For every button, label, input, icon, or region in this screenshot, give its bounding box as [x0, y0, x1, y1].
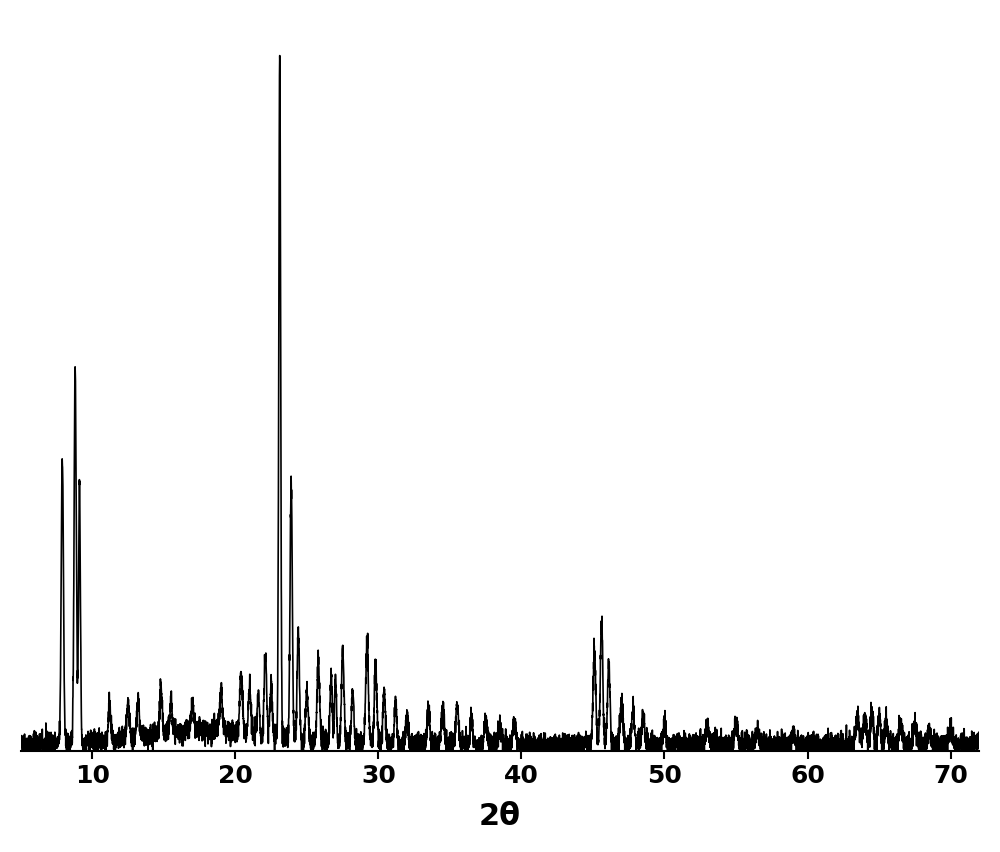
X-axis label: 2θ: 2θ	[479, 803, 521, 832]
